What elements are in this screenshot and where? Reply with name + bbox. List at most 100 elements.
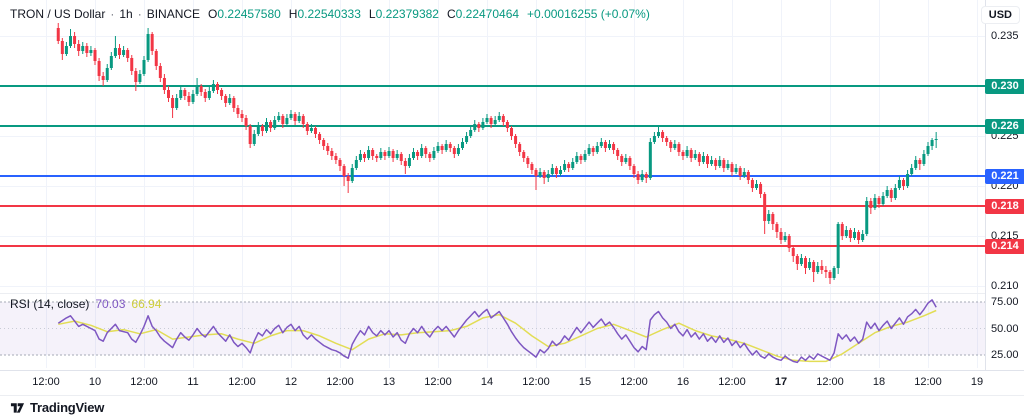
time-axis-label: 17: [774, 376, 788, 388]
candlestick-series: [56, 23, 938, 284]
candle-body: [620, 156, 624, 162]
candle-body: [387, 151, 391, 156]
price-axis-label: 0.235: [991, 30, 1019, 42]
candle-body: [861, 234, 865, 240]
candle-body: [910, 168, 914, 174]
time-axis-label: 13: [382, 376, 396, 388]
candle-body: [497, 116, 501, 120]
ohlc-low: L0.22379382: [366, 7, 439, 21]
candle-body: [228, 98, 232, 103]
candle-body: [652, 136, 656, 142]
candle-body: [616, 150, 620, 156]
interval-label[interactable]: 1h: [119, 7, 133, 21]
candle-body: [832, 268, 836, 278]
candle-body: [812, 262, 816, 272]
tradingview-logo-link[interactable]: TradingView: [10, 400, 104, 415]
candle-body: [681, 152, 685, 156]
candle-body: [644, 174, 648, 178]
candle-body: [632, 166, 636, 174]
candle-body: [338, 160, 342, 166]
candle-body: [848, 230, 852, 238]
candle-body: [865, 201, 869, 234]
candle-body: [375, 156, 379, 158]
candle-body: [918, 160, 922, 164]
candle-body: [689, 150, 693, 158]
candle-body: [220, 90, 224, 96]
candle-body: [207, 91, 211, 98]
candle-body: [367, 150, 371, 158]
change-value: +0.00016255 (+0.07%): [527, 7, 650, 21]
candle-body: [759, 184, 763, 194]
candle-body: [138, 74, 142, 82]
candle-body: [460, 142, 464, 148]
candle-body: [89, 50, 93, 53]
symbol-title[interactable]: TRON / US Dollar: [10, 7, 106, 21]
high-prefix: H: [288, 7, 298, 21]
candle-body: [93, 50, 97, 61]
candle-body: [803, 258, 807, 268]
candle-body: [726, 164, 730, 168]
candle-body: [816, 266, 820, 272]
candle-body: [550, 168, 554, 174]
candle-body: [379, 152, 383, 158]
candle-body: [436, 146, 440, 151]
candle-body: [873, 198, 877, 208]
candle-body: [522, 152, 526, 158]
candle-body: [395, 154, 399, 158]
candle-body: [85, 46, 89, 53]
candle-body: [293, 114, 297, 121]
candle-body: [240, 114, 244, 118]
candle-body: [179, 90, 183, 98]
candle-body: [575, 156, 579, 162]
ohlc-close: C0.22470464: [444, 7, 519, 21]
time-axis-label: 12:00: [914, 376, 942, 388]
time-axis-label: 12:00: [522, 376, 550, 388]
rsi-value: 70.03: [95, 297, 126, 311]
candle-body: [885, 190, 889, 196]
candle-body: [493, 120, 497, 124]
rsi-title[interactable]: RSI (14, close): [10, 297, 90, 311]
candle-body: [448, 144, 452, 148]
candle-body: [844, 230, 848, 236]
candle-body: [624, 158, 628, 162]
candle-body: [787, 236, 791, 248]
candle-body: [857, 232, 861, 240]
candle-body: [767, 214, 771, 221]
candle-body: [305, 124, 309, 131]
candle-body: [505, 122, 509, 128]
candle-body: [154, 51, 158, 66]
candle-body: [509, 128, 513, 136]
candle-body: [607, 144, 611, 148]
candle-body: [77, 44, 81, 51]
candle-body: [473, 124, 477, 130]
candle-body: [591, 148, 595, 152]
candle-body: [746, 172, 750, 180]
candle-body: [481, 122, 485, 128]
candle-body: [64, 46, 68, 54]
time-axis-label: 14: [480, 376, 494, 388]
candle-body: [60, 41, 64, 54]
candle-body: [852, 232, 856, 238]
pane-divider[interactable]: [0, 293, 985, 294]
candle-body: [289, 114, 293, 118]
candle-body: [162, 78, 166, 90]
candle-body: [146, 34, 150, 60]
currency-toggle-button[interactable]: USD: [980, 6, 1020, 24]
candle-body: [428, 154, 432, 158]
candle-body: [750, 180, 754, 188]
candle-body: [211, 84, 215, 91]
candle-body: [558, 170, 562, 174]
candle-body: [538, 172, 542, 176]
candle-body: [56, 28, 60, 41]
candle-body: [705, 156, 709, 164]
time-axis[interactable]: 12:00 10 12:00 11 12:00 12 12:00 13 12:00 14 12:00…: [0, 370, 1024, 396]
candle-body: [583, 154, 587, 160]
candle-body: [738, 168, 742, 176]
candle-body: [881, 196, 885, 204]
candle-body: [411, 152, 415, 158]
candle-body: [362, 154, 366, 158]
price-axis[interactable]: 0.2350.2300.2250.2200.2150.21075.0050.00…: [985, 0, 1024, 395]
time-axis-label: 12:00: [424, 376, 452, 388]
